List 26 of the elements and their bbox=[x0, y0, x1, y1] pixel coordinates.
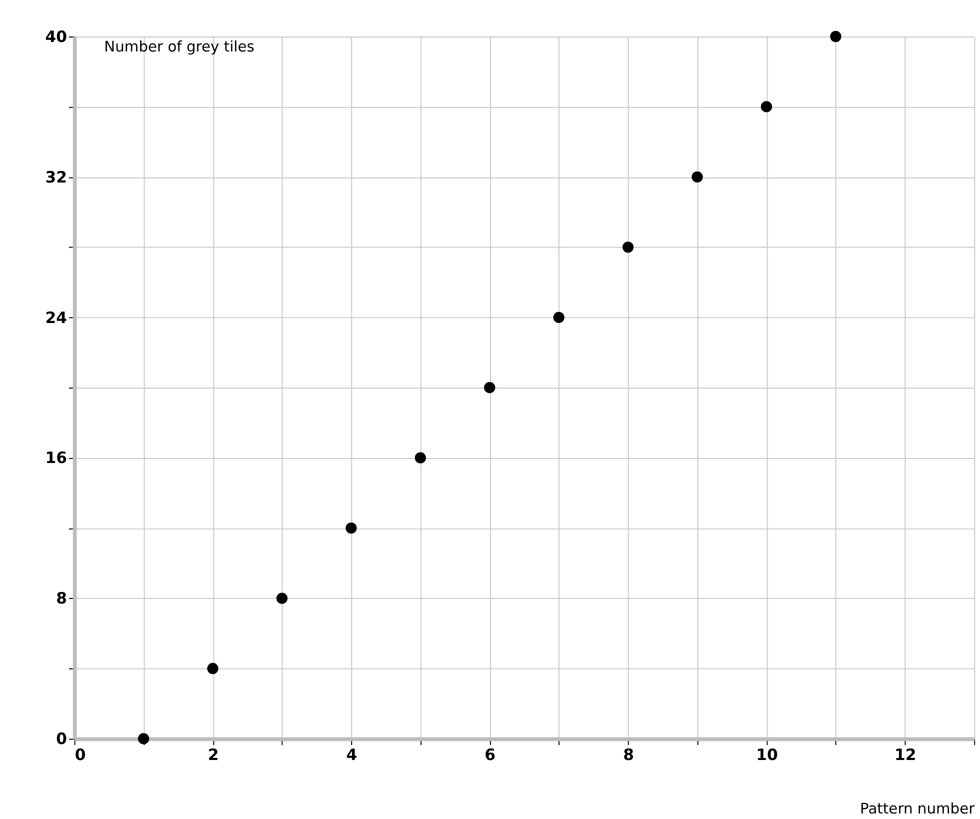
x-tick-label: 12 bbox=[894, 744, 916, 764]
point bbox=[276, 592, 288, 604]
y-tick-label: 32 bbox=[45, 167, 67, 186]
point bbox=[346, 522, 357, 534]
x-tick-label: 8 bbox=[623, 744, 634, 764]
point bbox=[138, 733, 150, 744]
point bbox=[830, 30, 842, 42]
x-tick-label: 4 bbox=[346, 744, 358, 764]
x-tick-label: 6 bbox=[484, 744, 496, 764]
point bbox=[760, 101, 772, 112]
x-tick-label: 2 bbox=[208, 744, 219, 764]
y-tick-label: 0 bbox=[56, 729, 68, 748]
point bbox=[414, 452, 426, 464]
y-axis-title: Number of grey tiles bbox=[104, 38, 254, 56]
x-tick-label: 10 bbox=[756, 744, 778, 764]
y-tick-label: 16 bbox=[45, 448, 68, 468]
point bbox=[692, 171, 703, 183]
y-tick-label: 40 bbox=[45, 26, 68, 46]
y-tick-label: 24 bbox=[45, 308, 68, 327]
point bbox=[207, 662, 218, 674]
point bbox=[553, 312, 564, 323]
point bbox=[484, 382, 496, 394]
point bbox=[622, 242, 634, 253]
x-tick-label: 0 bbox=[74, 744, 86, 764]
y-tick-label: 8 bbox=[56, 588, 67, 608]
x-axis-title: Pattern number bbox=[860, 800, 976, 818]
